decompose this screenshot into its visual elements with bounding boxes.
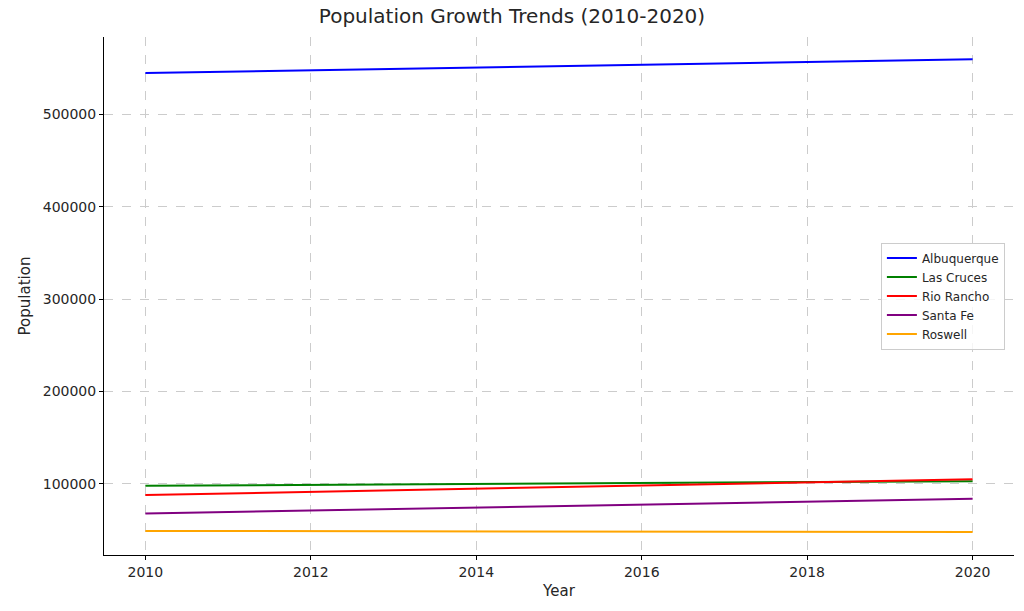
svg-text:Population Growth Trends (2010: Population Growth Trends (2010-2020) bbox=[319, 4, 705, 28]
svg-text:Roswell: Roswell bbox=[922, 328, 967, 342]
svg-text:300000: 300000 bbox=[43, 291, 96, 307]
svg-text:Las Cruces: Las Cruces bbox=[922, 271, 987, 285]
svg-text:400000: 400000 bbox=[43, 199, 96, 215]
svg-text:Population: Population bbox=[16, 257, 34, 336]
svg-text:Year: Year bbox=[542, 582, 576, 600]
svg-text:2010: 2010 bbox=[128, 564, 164, 580]
svg-text:2020: 2020 bbox=[955, 564, 991, 580]
svg-text:2016: 2016 bbox=[624, 564, 660, 580]
svg-text:Albuquerque: Albuquerque bbox=[922, 252, 999, 266]
svg-text:2014: 2014 bbox=[458, 564, 494, 580]
svg-text:100000: 100000 bbox=[43, 476, 96, 492]
svg-text:2012: 2012 bbox=[293, 564, 329, 580]
svg-text:2018: 2018 bbox=[789, 564, 825, 580]
svg-text:200000: 200000 bbox=[43, 383, 96, 399]
svg-text:500000: 500000 bbox=[43, 106, 96, 122]
svg-text:Rio Rancho: Rio Rancho bbox=[922, 290, 989, 304]
svg-text:Santa Fe: Santa Fe bbox=[922, 309, 974, 323]
